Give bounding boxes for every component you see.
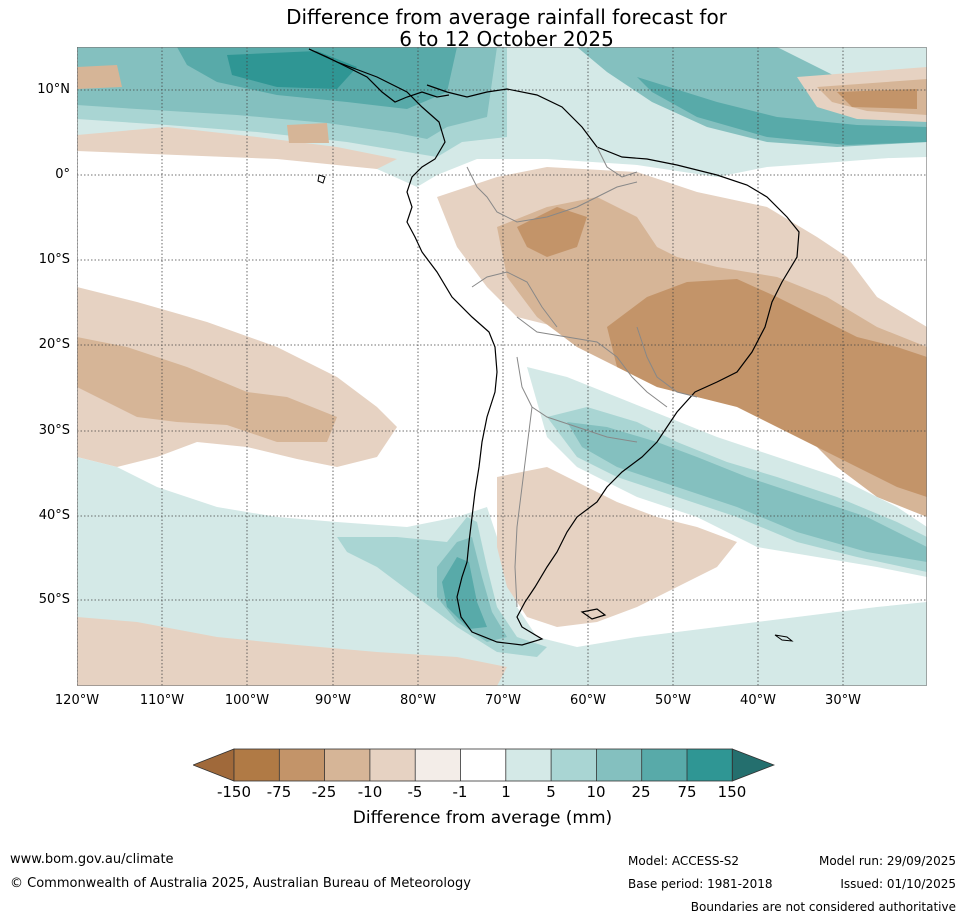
colorbar-extend-low <box>193 748 235 782</box>
lat-label-10s: 10°S <box>38 252 70 267</box>
country-borders <box>466 146 698 608</box>
lat-label-30s: 30°S <box>38 423 70 438</box>
lat-label-50s: 50°S <box>38 592 70 607</box>
model-run-date: Model run: 29/09/2025 <box>818 854 956 868</box>
colorbar-bin-6 <box>460 749 506 781</box>
graticule <box>77 47 927 686</box>
map-title-line-1: Difference from average rainfall forecas… <box>286 5 727 29</box>
colorbar-bin-8 <box>551 749 597 781</box>
lon-label-30w: 30°W <box>825 693 861 708</box>
lat-label-20s: 20°S <box>38 337 70 352</box>
wet-band-north-150 <box>227 51 357 89</box>
lon-label-70w: 70°W <box>485 693 521 708</box>
colorbar-title: Difference from average (mm) <box>0 808 965 828</box>
lon-label-60w: 60°W <box>570 693 606 708</box>
wet-southeast-pacific-5 <box>77 552 377 642</box>
colorbar-tick-label: -150 <box>216 783 252 801</box>
dry-southeast-pacific-5 <box>77 617 507 686</box>
lat-label-10n: 10°N <box>37 82 70 97</box>
lon-label-110w: 110°W <box>139 693 185 708</box>
colorbar-tick-label: 75 <box>677 783 697 801</box>
colorbar-tick-label: 150 <box>717 783 747 801</box>
colorbar-bin-9 <box>596 749 642 781</box>
south-georgia <box>774 634 794 642</box>
lon-label-90w: 90°W <box>315 693 351 708</box>
bom-climate-link[interactable]: www.bom.gov.au/climate <box>10 852 174 867</box>
colorbar-bin-3 <box>324 749 370 781</box>
wet-patagonia-75 <box>442 557 487 629</box>
dry-brazil-25 <box>607 279 927 497</box>
colorbar <box>193 748 775 782</box>
lon-label-120w: 120°W <box>54 693 100 708</box>
copyright-notice: © Commonwealth of Australia 2025, Austra… <box>10 876 471 891</box>
lon-label-100w: 100°W <box>224 693 270 708</box>
colorbar-tick-label: 5 <box>546 783 556 801</box>
wet-band-atlantic-25 <box>577 47 927 147</box>
colorbar-tick-label: 1 <box>501 783 511 801</box>
colorbar-tick-label: -10 <box>357 783 383 801</box>
colorbar-bin-4 <box>369 749 416 781</box>
dry-patch-pacific-north <box>77 127 397 169</box>
lon-label-80w: 80°W <box>400 693 436 708</box>
wet-atlantic-25 <box>567 422 927 562</box>
colorbar-bin-10 <box>641 749 687 781</box>
lon-label-40w: 40°W <box>740 693 776 708</box>
south-america-coastline <box>308 48 800 646</box>
map-title-line-2: 6 to 12 October 2025 <box>399 27 614 51</box>
dry-pacific-10 <box>77 337 337 442</box>
colorbar-tick-label: -75 <box>266 783 292 801</box>
boundaries-disclaimer: Boundaries are not considered authoritat… <box>690 900 956 914</box>
wet-band-atlantic-75 <box>637 77 927 145</box>
dry-patch-pacific-small <box>287 123 329 143</box>
colorbar-tick-label: 10 <box>586 783 606 801</box>
colorbar-tick-label: -25 <box>311 783 337 801</box>
dry-patch-caribbean-east-25 <box>837 89 917 109</box>
anomaly-shading <box>77 47 927 686</box>
lat-label-40s: 40°S <box>38 508 70 523</box>
galapagos-islands <box>317 174 326 184</box>
base-period: Base period: 1981-2018 <box>628 877 773 891</box>
colorbar-bin-11 <box>687 749 733 781</box>
map-frame <box>77 47 927 686</box>
model-name: Model: ACCESS-S2 <box>628 854 740 868</box>
colorbar-tick-label: -1 <box>452 783 468 801</box>
colorbar-tick-label: 25 <box>631 783 651 801</box>
rainfall-anomaly-map <box>77 47 927 686</box>
dry-argentina-5 <box>497 467 737 627</box>
colorbar-bin-5 <box>415 749 461 781</box>
central-america-coastline <box>308 48 450 103</box>
colorbar-bin-7 <box>505 749 552 781</box>
colorbar-bin-2 <box>279 749 325 781</box>
colorbar-extend-high <box>731 748 775 782</box>
falkland-islands <box>580 608 607 620</box>
colorbar-bin-1 <box>234 749 280 781</box>
colorbar-title-text: Difference from average (mm) <box>352 808 613 828</box>
lon-label-50w: 50°W <box>655 693 691 708</box>
issued-date: Issued: 01/10/2025 <box>840 877 956 891</box>
lat-label-0: 0° <box>55 167 70 182</box>
dry-patch-pacific-10n <box>77 65 122 89</box>
colorbar-tick-label: -5 <box>407 783 423 801</box>
